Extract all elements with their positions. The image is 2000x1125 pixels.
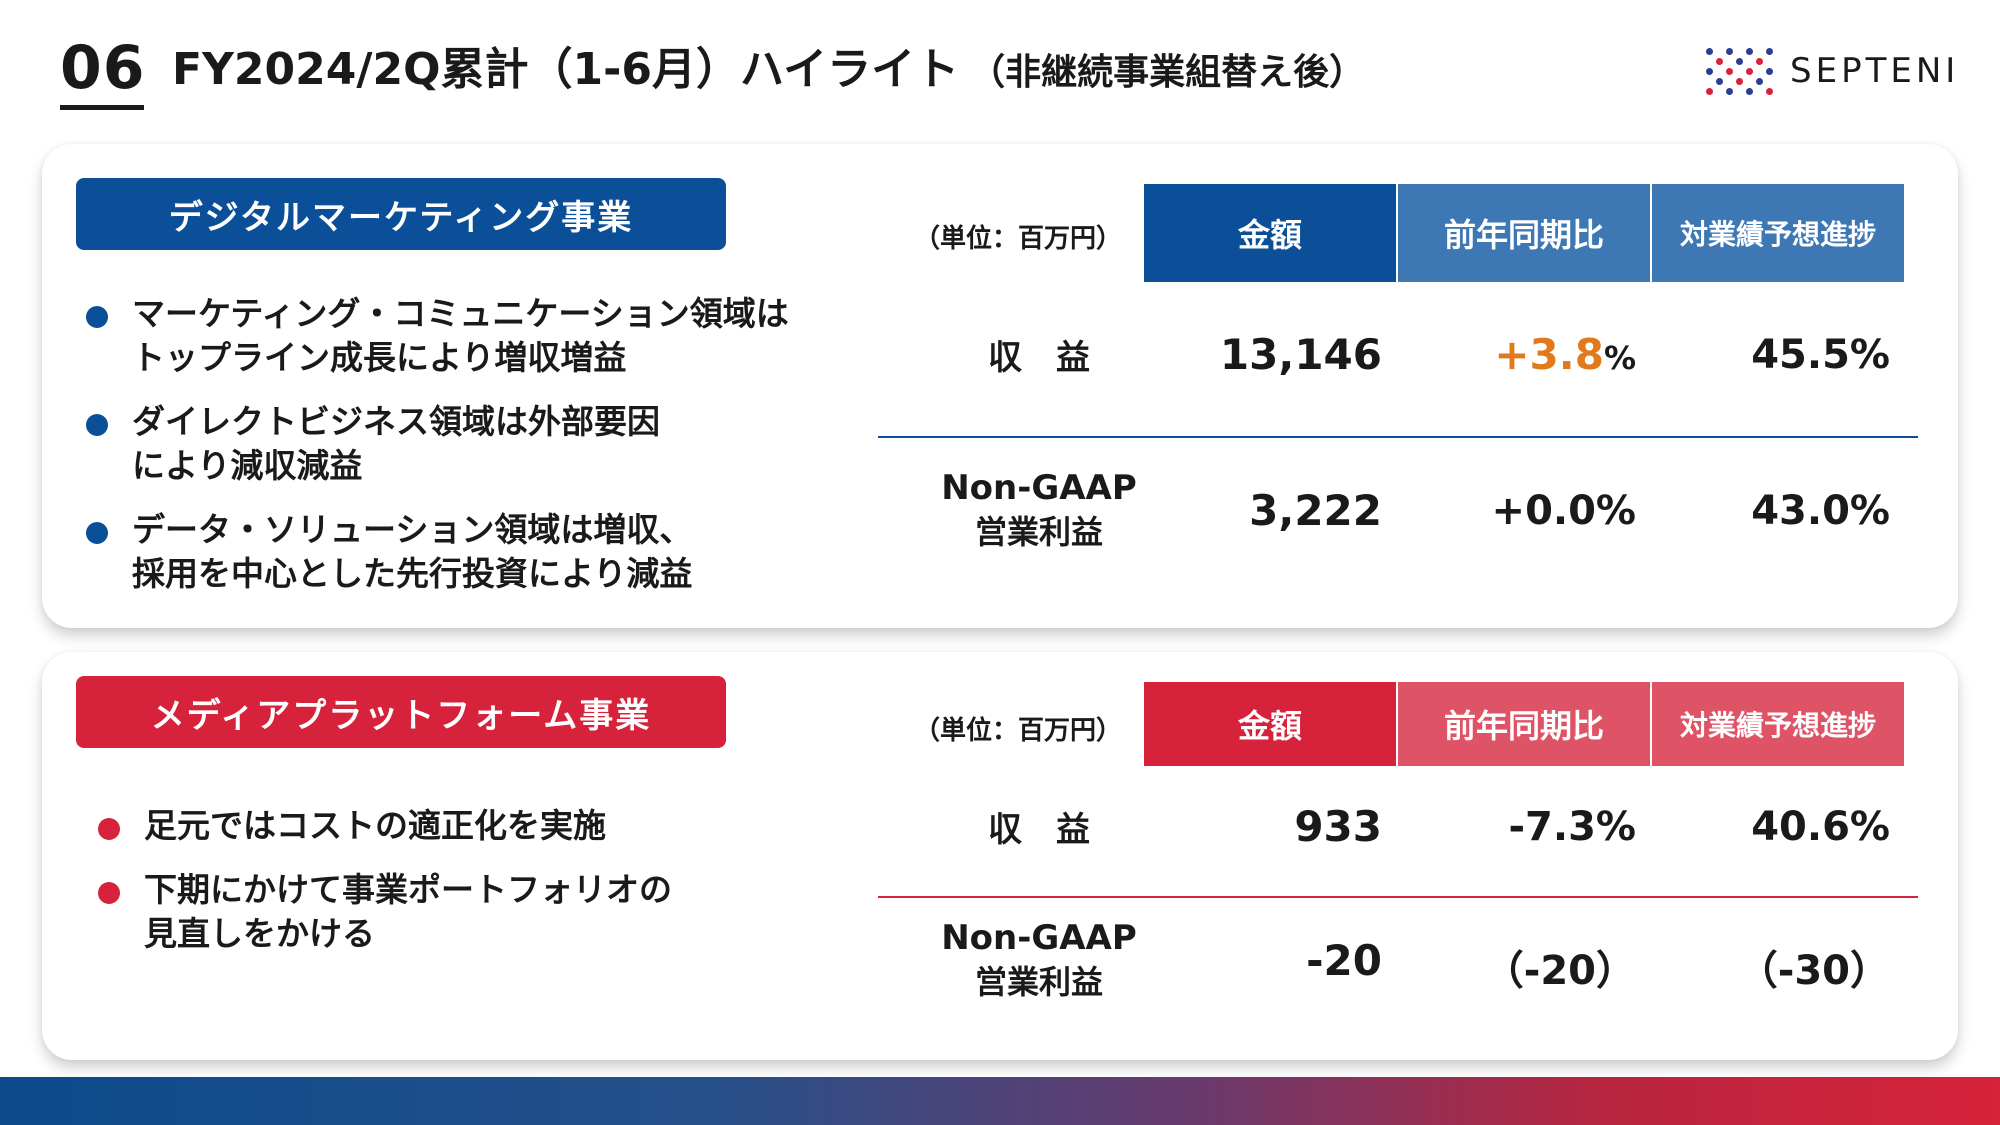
bullet-dot-icon bbox=[86, 306, 108, 328]
logo-dot bbox=[1756, 68, 1763, 75]
logo-dot bbox=[1746, 58, 1753, 65]
logo-dot bbox=[1765, 67, 1773, 75]
media-nongaap-yoy: （-20） bbox=[1483, 948, 1636, 994]
logo-dot bbox=[1755, 57, 1763, 65]
slide-title-text: FY2024/2Q累計（1-6月）ハイライト bbox=[172, 44, 960, 95]
digital-nongaap-amount: 3,222 bbox=[1249, 486, 1382, 535]
slide-title: FY2024/2Q累計（1-6月）ハイライト （非継続事業組替え後） bbox=[172, 48, 1365, 92]
footer-gradient-bar bbox=[0, 1077, 2000, 1125]
bullet-dot-icon bbox=[98, 882, 120, 904]
digital-revenue-yoy: +3.8% bbox=[1398, 330, 1636, 379]
logo-dot bbox=[1766, 78, 1773, 85]
media-platform-panel: メディアプラットフォーム事業 足元ではコストの適正化を実施 下期にかけて事業ポー… bbox=[42, 652, 1958, 1060]
digital-row-divider bbox=[878, 436, 1918, 438]
list-item: マーケティング・コミュニケーション領域は トップライン成長により増収増益 bbox=[86, 292, 789, 380]
media-revenue-yoy: -7.3% bbox=[1508, 804, 1636, 850]
slide-number: 06 bbox=[60, 33, 146, 103]
bullet-text: 足元ではコストの適正化を実施 bbox=[144, 806, 606, 845]
digital-bullet-list: マーケティング・コミュニケーション領域は トップライン成長により増収増益 ダイレ… bbox=[86, 292, 789, 616]
digital-revenue-amount: 13,146 bbox=[1219, 330, 1382, 379]
digital-revenue-progress: 45.5% bbox=[1751, 332, 1890, 378]
logo-dot bbox=[1746, 78, 1753, 85]
logo-dot bbox=[1745, 67, 1753, 75]
list-item: 下期にかけて事業ポートフォリオの 見直しをかける bbox=[98, 868, 672, 956]
logo-dot bbox=[1705, 47, 1713, 55]
nongaap-label-line2: 営業利益 bbox=[974, 963, 1103, 1001]
nongaap-label-line1: Non-GAAP bbox=[941, 918, 1137, 958]
digital-marketing-panel: デジタルマーケティング事業 マーケティング・コミュニケーション領域は トップライ… bbox=[42, 144, 1958, 628]
media-header-yoy: 前年同期比 bbox=[1398, 682, 1650, 766]
logo-dot bbox=[1735, 77, 1743, 85]
logo-dot bbox=[1715, 77, 1723, 85]
nongaap-label-line2: 営業利益 bbox=[974, 513, 1103, 551]
digital-revenue-yoy-value: +3.8 bbox=[1494, 330, 1604, 379]
logo-dot bbox=[1766, 58, 1773, 65]
bullet-dot-icon bbox=[86, 414, 108, 436]
logo-dot bbox=[1736, 48, 1743, 55]
bullet-text: 下期にかけて事業ポートフォリオの 見直しをかける bbox=[144, 870, 672, 953]
logo-dot bbox=[1745, 47, 1753, 55]
media-nongaap-amount: -20 bbox=[1306, 936, 1382, 985]
media-row-revenue-label: 収 益 bbox=[988, 810, 1090, 850]
media-row-divider bbox=[878, 896, 1918, 898]
digital-header-yoy: 前年同期比 bbox=[1398, 184, 1650, 282]
digital-header-progress: 対業績予想進捗 bbox=[1652, 184, 1904, 282]
logo-dot bbox=[1736, 68, 1743, 75]
logo-dot bbox=[1716, 68, 1723, 75]
logo-dot bbox=[1756, 48, 1763, 55]
logo-dot bbox=[1756, 88, 1763, 95]
logo-dot bbox=[1765, 47, 1773, 55]
bullet-dot-icon bbox=[86, 522, 108, 544]
logo-dot bbox=[1716, 48, 1723, 55]
logo-dot bbox=[1705, 87, 1713, 95]
bullet-text: ダイレクトビジネス領域は外部要因 により減収減益 bbox=[132, 402, 660, 485]
media-row-nongaap-label: Non-GAAP 営業利益 bbox=[894, 916, 1184, 1004]
logo-dot bbox=[1745, 87, 1753, 95]
logo-dot bbox=[1706, 58, 1713, 65]
media-segment-label: メディアプラットフォーム事業 bbox=[76, 676, 726, 748]
digital-revenue-yoy-unit: % bbox=[1603, 339, 1636, 377]
bullet-text: マーケティング・コミュニケーション領域は トップライン成長により増収増益 bbox=[132, 294, 789, 377]
nongaap-label-line1: Non-GAAP bbox=[941, 468, 1137, 508]
list-item: ダイレクトビジネス領域は外部要因 により減収減益 bbox=[86, 400, 789, 488]
septeni-logo: SEPTENI bbox=[1704, 46, 1959, 96]
slide-subtitle: （非継続事業組替え後） bbox=[969, 52, 1366, 93]
logo-dot bbox=[1705, 67, 1713, 75]
logo-dot bbox=[1765, 87, 1773, 95]
media-revenue-amount: 933 bbox=[1294, 802, 1382, 851]
logo-dot bbox=[1725, 87, 1733, 95]
digital-nongaap-yoy: +0.0% bbox=[1491, 488, 1636, 534]
media-revenue-progress: 40.6% bbox=[1751, 804, 1890, 850]
digital-header-amount: 金額 bbox=[1144, 184, 1396, 282]
logo-mark-icon bbox=[1704, 46, 1774, 96]
list-item: 足元ではコストの適正化を実施 bbox=[98, 804, 672, 848]
logo-dot bbox=[1716, 88, 1723, 95]
digital-unit-label: （単位：百万円） bbox=[914, 224, 1123, 254]
logo-dot bbox=[1715, 57, 1723, 65]
digital-row-nongaap-label: Non-GAAP 営業利益 bbox=[894, 466, 1184, 554]
bullet-text: データ・ソリューション領域は増収、 採用を中心とした先行投資により減益 bbox=[132, 510, 693, 593]
logo-dot bbox=[1736, 88, 1743, 95]
media-bullet-list: 足元ではコストの適正化を実施 下期にかけて事業ポートフォリオの 見直しをかける bbox=[98, 804, 672, 976]
logo-dot bbox=[1726, 58, 1733, 65]
bullet-dot-icon bbox=[98, 818, 120, 840]
logo-dot bbox=[1706, 78, 1713, 85]
slide-number-underline bbox=[60, 105, 144, 110]
digital-nongaap-progress: 43.0% bbox=[1751, 488, 1890, 534]
media-unit-label: （単位：百万円） bbox=[914, 716, 1123, 746]
logo-dot bbox=[1726, 78, 1733, 85]
media-header-amount: 金額 bbox=[1144, 682, 1396, 766]
logo-text: SEPTENI bbox=[1790, 51, 1960, 91]
logo-dot bbox=[1725, 47, 1733, 55]
media-nongaap-progress: （-30） bbox=[1737, 948, 1890, 994]
logo-dot bbox=[1725, 67, 1733, 75]
logo-dot bbox=[1755, 77, 1763, 85]
media-header-progress: 対業績予想進捗 bbox=[1652, 682, 1904, 766]
list-item: データ・ソリューション領域は増収、 採用を中心とした先行投資により減益 bbox=[86, 508, 789, 596]
logo-dot bbox=[1735, 57, 1743, 65]
digital-row-revenue-label: 収 益 bbox=[988, 338, 1090, 378]
digital-segment-label: デジタルマーケティング事業 bbox=[76, 178, 726, 250]
